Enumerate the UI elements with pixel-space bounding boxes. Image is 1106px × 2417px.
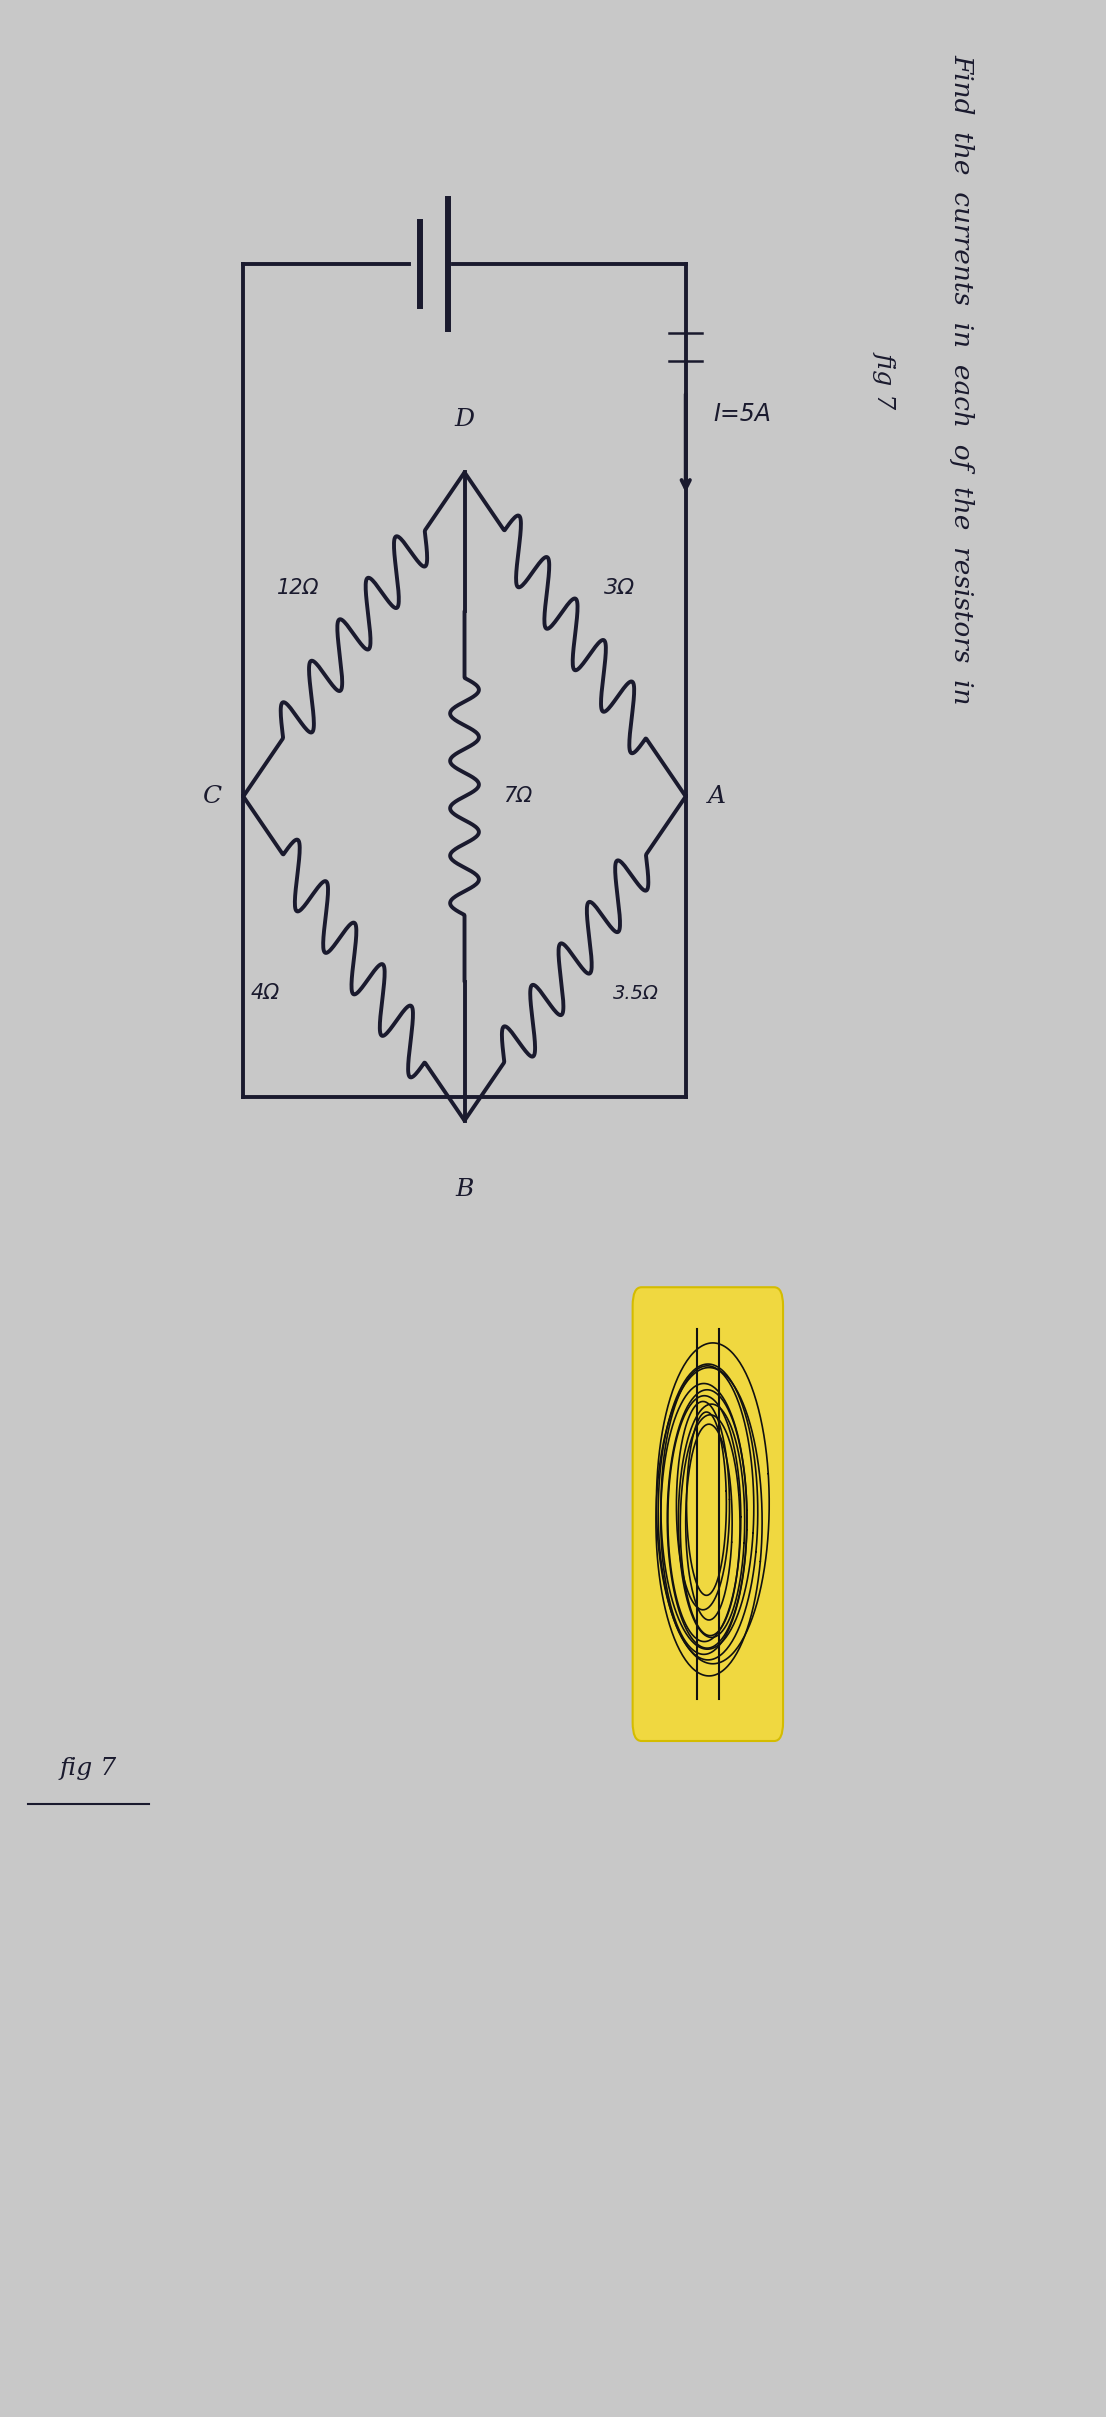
Text: 3.5Ω: 3.5Ω bbox=[613, 984, 659, 1003]
Text: 4Ω: 4Ω bbox=[251, 984, 280, 1003]
Text: 3Ω: 3Ω bbox=[604, 578, 635, 597]
Text: 7Ω: 7Ω bbox=[503, 786, 532, 807]
Text: Find  the  currents  in  each  of  the  resistors  in: Find the currents in each of the resisto… bbox=[950, 56, 974, 706]
Text: 12Ω: 12Ω bbox=[278, 578, 320, 597]
Text: B: B bbox=[456, 1179, 473, 1201]
Text: A: A bbox=[708, 786, 726, 807]
Text: fig 7: fig 7 bbox=[874, 350, 896, 408]
Text: D: D bbox=[455, 408, 474, 430]
Text: C: C bbox=[202, 786, 221, 807]
Text: fig 7: fig 7 bbox=[60, 1757, 117, 1781]
FancyBboxPatch shape bbox=[633, 1288, 783, 1740]
Text: I=5A: I=5A bbox=[713, 404, 771, 425]
